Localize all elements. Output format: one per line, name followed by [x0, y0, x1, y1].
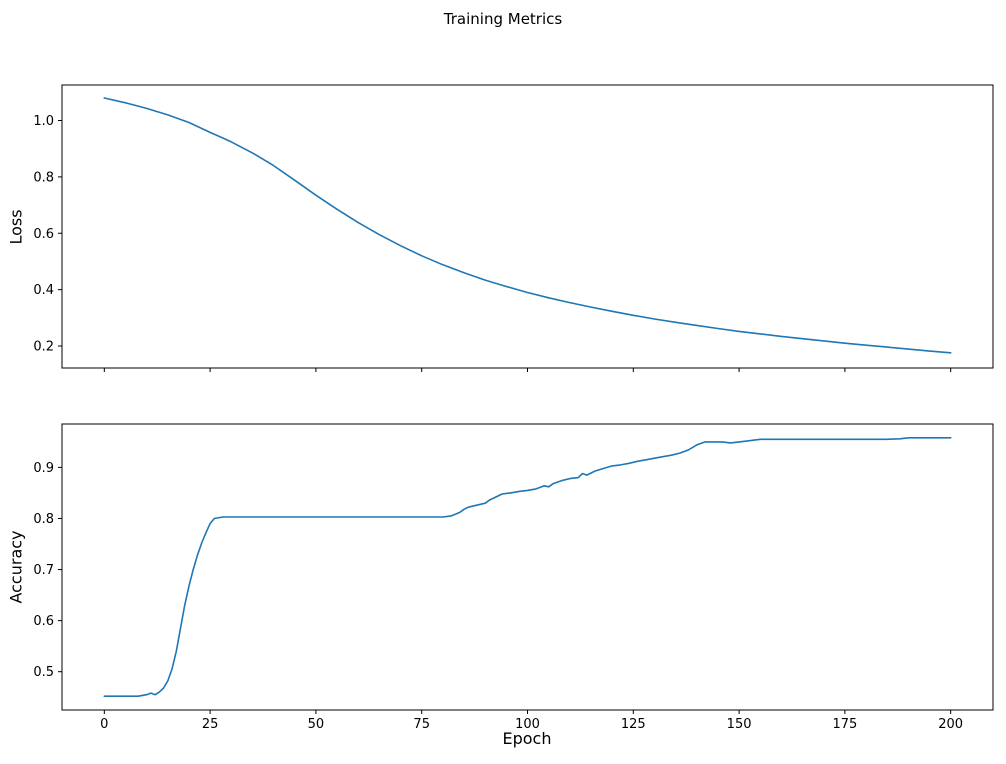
loss-ytick-label: 0.8	[33, 170, 54, 185]
accuracy-ytick-label: 0.8	[33, 512, 54, 527]
accuracy-ytick-label: 0.9	[33, 461, 54, 476]
accuracy-xtick-label: 175	[832, 717, 857, 732]
accuracy-line-series	[103, 436, 952, 698]
accuracy-ytick-label: 0.6	[33, 614, 54, 629]
accuracy-ytick-label: 0.5	[33, 665, 54, 680]
accuracy-xtick-label: 0	[100, 717, 108, 732]
loss-ytick-label: 0.6	[33, 227, 54, 242]
accuracy-xtick-label: 200	[938, 717, 963, 732]
accuracy-xtick-label: 150	[727, 717, 752, 732]
figure-title: Training Metrics	[443, 10, 563, 28]
loss-line-series	[103, 97, 952, 354]
loss-ytick-label: 0.4	[33, 283, 54, 298]
accuracy-xtick-label: 75	[413, 717, 430, 732]
accuracy-xtick-label: 100	[515, 717, 540, 732]
loss-ytick-label: 1.0	[33, 114, 54, 129]
loss-ytick-label: 0.2	[33, 340, 54, 355]
accuracy-ytick-label: 0.7	[33, 563, 54, 578]
accuracy-xtick-label: 25	[202, 717, 219, 732]
accuracy-axes-frame	[61, 423, 994, 711]
accuracy-xtick-label: 125	[621, 717, 646, 732]
accuracy-xtick-label: 50	[308, 717, 325, 732]
epoch-axis-xlabel: Epoch	[502, 729, 552, 748]
